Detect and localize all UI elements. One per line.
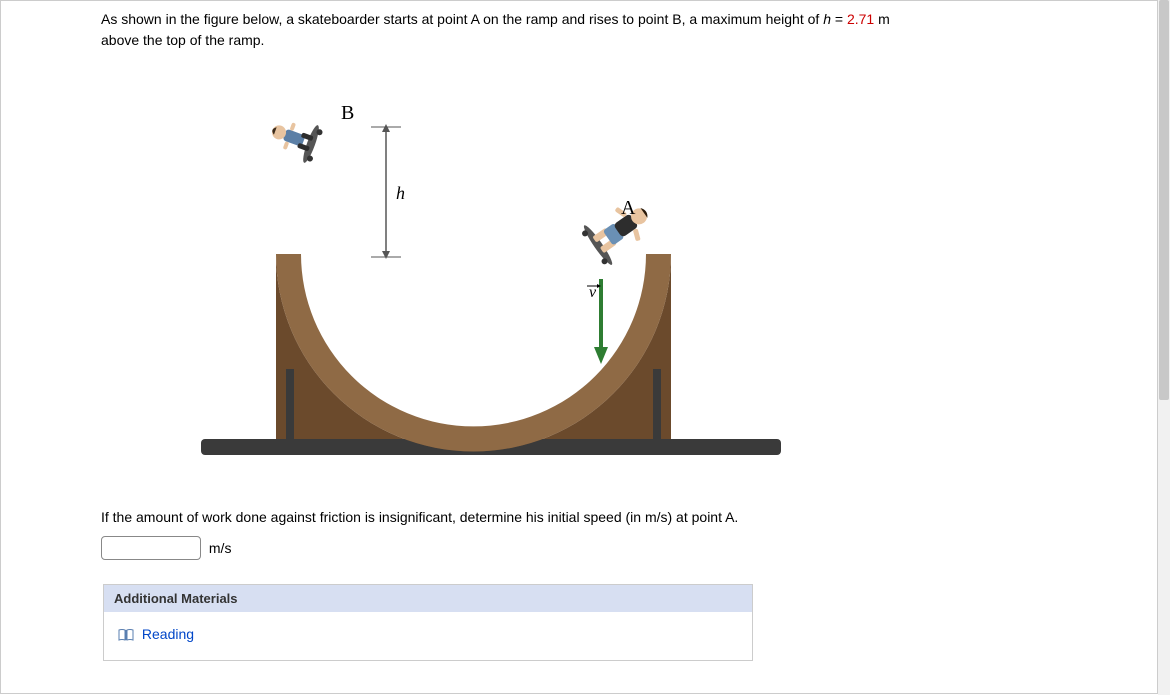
problem-text-2: above the top of the ramp. [101,32,264,48]
ramp-body [276,254,671,452]
problem-text-1: As shown in the figure below, a skateboa… [101,11,823,27]
h-unit: m [874,11,890,27]
h-value: 2.71 [847,11,874,27]
answer-input[interactable] [101,536,201,560]
label-h: h [396,183,405,203]
label-v: v [589,284,597,301]
v-arrow-head [594,347,608,364]
problem-container: As shown in the figure below, a skateboa… [0,0,1158,694]
label-b: B [341,102,354,124]
additional-materials: Additional Materials Reading [103,584,753,661]
reading-link[interactable]: Reading [142,626,194,642]
h-arrow-bottom [382,251,390,259]
scrollbar[interactable] [1158,0,1170,695]
book-icon [118,628,134,644]
h-arrow-top [382,124,390,132]
materials-header: Additional Materials [104,585,752,612]
var-h: h [823,11,831,27]
equals: = [831,11,847,27]
problem-statement: As shown in the figure below, a skateboa… [1,9,1157,51]
skater-b [266,111,325,165]
leg-right [653,369,661,439]
figure: h B [201,69,781,489]
materials-body: Reading [104,612,752,660]
leg-left [286,369,294,439]
question-text: If the amount of work done against frict… [1,489,1157,528]
scrollbar-thumb[interactable] [1159,0,1169,400]
figure-svg: h B [201,69,781,489]
answer-row: m/s [1,528,1157,560]
label-a: A [621,197,636,219]
answer-unit: m/s [205,540,232,556]
